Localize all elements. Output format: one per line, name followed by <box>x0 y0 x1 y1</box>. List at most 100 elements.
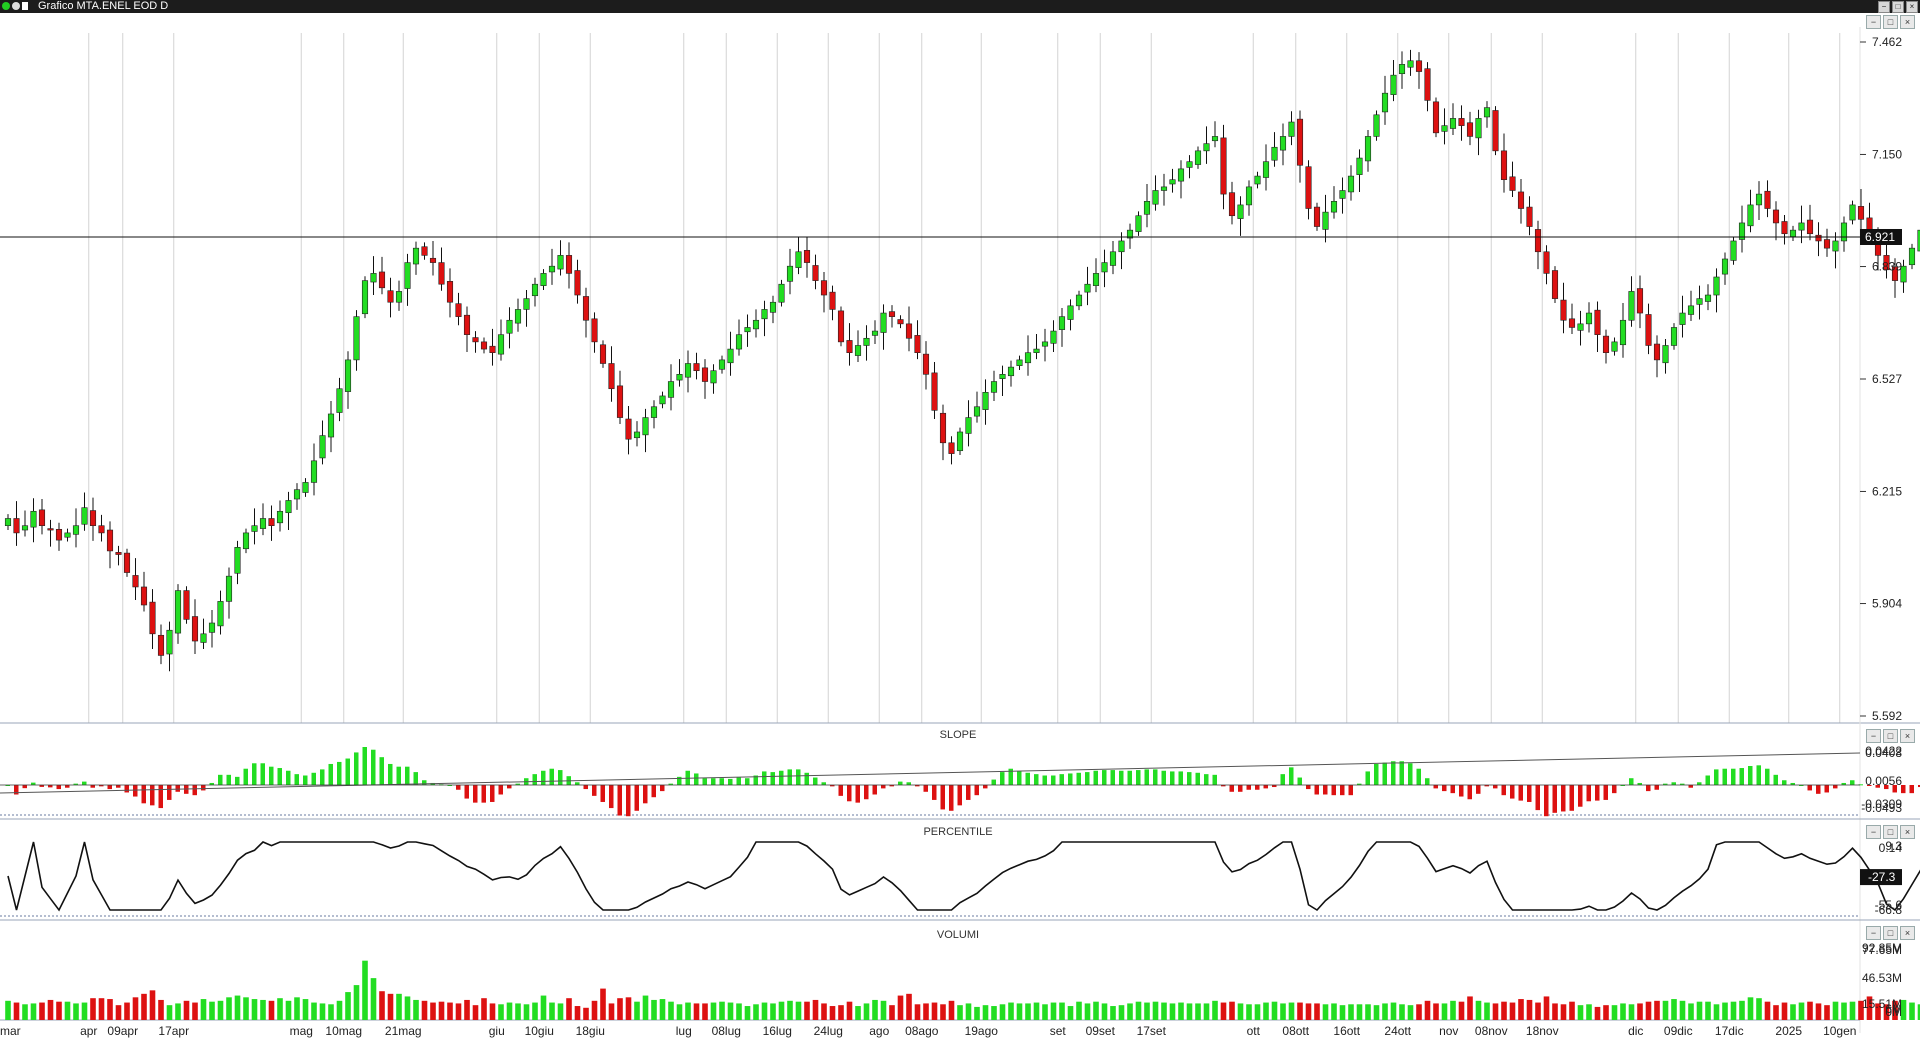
slope-bar <box>1416 768 1421 785</box>
candle <box>863 337 870 346</box>
candle <box>812 265 819 281</box>
volumi-title: VOLUMI <box>937 929 979 941</box>
slope-bar <box>728 778 733 785</box>
volumi-minimize-button[interactable]: − <box>1866 926 1881 940</box>
candle <box>489 345 496 353</box>
price-maximize-button[interactable]: □ <box>1883 15 1898 29</box>
price-candles[interactable] <box>4 49 1920 672</box>
volume-bar <box>761 1002 768 1020</box>
x-tick-label: 21mag <box>385 1024 422 1038</box>
slope-pane <box>0 814 1920 820</box>
candle <box>1492 110 1499 152</box>
volume-bar <box>1552 1003 1558 1020</box>
slope-bar <box>813 777 818 785</box>
slope-bar <box>107 785 112 790</box>
slope-bar <box>847 785 852 802</box>
menu-icon[interactable] <box>12 2 20 11</box>
slope-minimize-button[interactable]: − <box>1866 729 1881 743</box>
price-minimize-button[interactable]: − <box>1866 15 1881 29</box>
slope-bar <box>787 769 792 785</box>
volume-bar <box>914 1004 921 1020</box>
candle <box>132 575 139 588</box>
volume-bar <box>1679 1000 1686 1020</box>
slope-bar <box>1034 774 1039 785</box>
price-gridlines <box>0 27 1920 1033</box>
volume-bar <box>1025 1003 1031 1020</box>
slope-bar <box>1331 785 1336 796</box>
percentile-close-button[interactable]: × <box>1900 825 1915 839</box>
candle <box>1356 157 1363 175</box>
slope-bar <box>991 779 996 785</box>
volume-bar <box>1892 1000 1898 1020</box>
candle <box>1432 101 1440 134</box>
volume-bar <box>1841 1002 1847 1020</box>
volume-bar <box>872 999 878 1020</box>
slope-bar <box>966 785 971 800</box>
volume-bar <box>183 1000 190 1020</box>
candle <box>1551 270 1559 299</box>
candle <box>1305 166 1312 209</box>
slope-bar <box>1221 785 1226 787</box>
volume-bar <box>1883 1004 1890 1020</box>
volume-bar <box>965 1003 972 1020</box>
slope-bar <box>1102 770 1107 785</box>
slope-bar <box>345 758 350 785</box>
volume-bar <box>863 1003 870 1020</box>
candle <box>412 247 420 265</box>
slope-bars[interactable] <box>0 747 1920 817</box>
candle <box>1679 312 1686 325</box>
candle <box>89 510 97 526</box>
slope-bar <box>1782 780 1787 785</box>
volume-bar <box>1348 1004 1354 1020</box>
close-button[interactable]: × <box>1906 1 1918 13</box>
percentile-line[interactable] <box>7 841 1920 912</box>
slope-bar <box>532 774 537 785</box>
slope-maximize-button[interactable]: □ <box>1883 729 1898 743</box>
volume-bar <box>1237 1003 1244 1020</box>
volume-bar <box>693 1003 700 1020</box>
volume-bar <box>98 998 105 1020</box>
volumi-maximize-button[interactable]: □ <box>1883 926 1898 940</box>
volume-bar <box>107 999 113 1020</box>
play-icon[interactable] <box>22 2 28 11</box>
slope-close-button[interactable]: × <box>1900 729 1915 743</box>
volumi-close-button[interactable]: × <box>1900 926 1915 940</box>
maximize-button[interactable]: □ <box>1892 1 1904 13</box>
volume-bar <box>1526 999 1533 1020</box>
slope-bar <box>1272 785 1277 788</box>
slope-bar <box>592 785 597 796</box>
candle <box>1007 366 1015 377</box>
volume-bar <box>1067 1006 1074 1020</box>
volume-bar <box>1288 1002 1295 1020</box>
slope-bar <box>456 785 461 790</box>
candle <box>1381 92 1389 113</box>
volume-bar <box>1543 996 1550 1020</box>
candle <box>973 406 981 417</box>
volume-bar <box>302 999 309 1020</box>
slope-bar <box>1654 785 1659 790</box>
candle <box>1458 118 1465 126</box>
slope-tick-top: 0.0408 <box>1865 746 1902 760</box>
volume-bars[interactable] <box>5 960 1920 1020</box>
price-close-button[interactable]: × <box>1900 15 1915 29</box>
volume-bar <box>13 1002 20 1020</box>
percentile-minimize-button[interactable]: − <box>1866 825 1881 839</box>
candle <box>1245 186 1253 206</box>
candle <box>1220 137 1227 195</box>
volume-bar <box>1093 1001 1099 1020</box>
minimize-button[interactable]: − <box>1878 1 1890 13</box>
slope-bar <box>1714 769 1719 785</box>
volume-bar <box>1790 1004 1796 1020</box>
candle <box>81 507 88 525</box>
slope-bar <box>1595 785 1600 801</box>
x-tick-label: 08ago <box>905 1024 939 1038</box>
candle <box>667 381 675 398</box>
percentile-maximize-button[interactable]: □ <box>1883 825 1898 839</box>
candle <box>166 629 173 655</box>
slope-bar <box>1433 785 1438 789</box>
slope-bar <box>711 778 716 785</box>
slope-bar <box>702 778 707 785</box>
candle <box>939 412 947 444</box>
chart-canvas[interactable]: 7.462 7.150 6.839 6.527 6.215 5.904 5.592 6.92… <box>0 13 1920 1044</box>
candle <box>1160 186 1168 191</box>
